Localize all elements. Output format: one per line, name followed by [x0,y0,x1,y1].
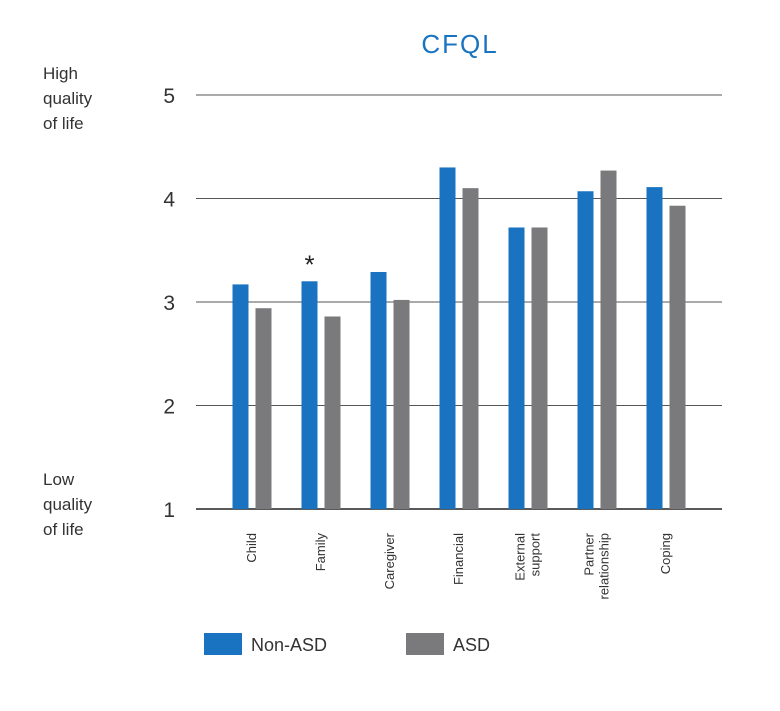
bar-asd [531,227,548,510]
y-tick-label: 5 [163,85,175,108]
bar-non-asd [439,167,456,509]
category-label: Child [244,533,259,563]
bar-asd [255,308,272,509]
bar-non-asd [646,187,663,510]
legend-swatch [204,633,242,655]
y-bottom-label-line-3: of life [43,520,84,539]
legend-label: Non-ASD [251,635,327,655]
bar-non-asd [508,227,525,510]
bars: * [232,167,686,510]
y-top-label-line-1: High [43,64,78,83]
y-bottom-label-line-1: Low [43,470,75,489]
category-label: support [528,533,543,577]
bar-asd [462,188,479,509]
category-label: Caregiver [382,532,397,589]
bar-non-asd [301,281,318,509]
bar-non-asd [232,284,249,509]
category-label: Partner [582,532,597,575]
bar-asd [393,299,410,509]
bar-asd [324,316,341,509]
y-tick-label: 3 [163,292,175,315]
category-labels: Child Family Caregiver Financial External sup… [244,532,673,599]
y-bottom-label-line-2: quality [43,495,93,514]
category-label: Coping [658,533,673,574]
significance-marker: * [304,249,314,279]
legend-swatch [406,633,444,655]
bar-asd [669,205,686,509]
bar-asd [600,170,617,509]
category-label: Financial [451,533,466,585]
legend: Non-ASD ASD [204,633,490,655]
y-tick-label: 2 [163,396,175,419]
gridlines: 1 2 3 4 5 [163,85,722,522]
bar-non-asd [577,191,594,509]
y-tick-label: 4 [163,189,175,212]
y-tick-label: 1 [163,499,175,522]
legend-label: ASD [453,635,490,655]
category-label: External [513,533,528,581]
y-top-label-line-3: of life [43,114,84,133]
chart-title: CFQL [421,29,498,59]
category-label: relationship [597,533,612,600]
y-top-label-line-2: quality [43,89,93,108]
bar-non-asd [370,271,387,509]
category-label: Family [313,533,328,572]
